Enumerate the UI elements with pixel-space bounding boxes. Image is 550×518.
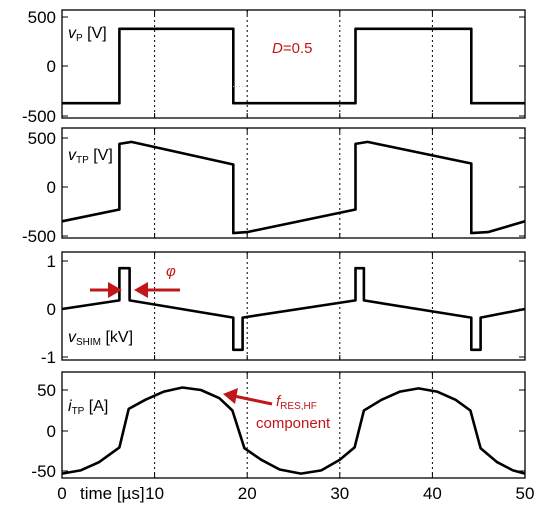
fres-arrow — [233, 394, 273, 406]
y-axis-label: iTP [A] — [68, 398, 108, 417]
fres-component-label: component — [256, 415, 331, 432]
x-axis-label: time [µs] — [80, 484, 145, 503]
phi-right-arrowhead — [134, 282, 148, 298]
y-tick-label: 0 — [47, 300, 56, 319]
y-tick-label: 0 — [47, 422, 56, 441]
fres-arrowhead — [223, 388, 238, 404]
y-tick-label: -50 — [31, 462, 56, 481]
faint-mark: ····· — [232, 81, 247, 91]
fres-annotation: fRES,HF component — [223, 388, 331, 432]
phi-label: φ — [166, 263, 176, 280]
y-axis-label: vTP [V] — [68, 147, 113, 166]
y-tick-label: 500 — [28, 129, 56, 148]
panel-2: 500 0 -500 vTP [V] — [22, 127, 526, 246]
x-tick-label: 40 — [423, 484, 442, 503]
panel-frame — [61, 127, 526, 239]
x-tick-label: 50 — [516, 484, 535, 503]
x-tick-label: 30 — [330, 484, 349, 503]
panel-1: 500 0 -500 vP [V] — [22, 8, 526, 126]
series-line-2 — [61, 140, 526, 235]
panel-3: 1 0 -1 vSHIM [kV] — [41, 251, 526, 367]
y-tick-label: 500 — [28, 8, 56, 27]
y-tick-label: 50 — [37, 381, 56, 400]
y-tick-label: 0 — [47, 57, 56, 76]
duty-cycle-annotation: D=0.5 — [272, 40, 312, 57]
panel-frame — [61, 251, 526, 361]
y-axis-label: vP [V] — [68, 25, 107, 44]
y-tick-label: 1 — [47, 252, 56, 271]
series-line-3 — [61, 266, 526, 352]
y-axis-label: vSHIM [kV] — [68, 329, 133, 348]
svg-text:D=0.5: D=0.5 — [272, 40, 312, 57]
panel-frame — [61, 9, 526, 119]
phi-left-arrowhead — [108, 282, 122, 298]
y-tick-label: 0 — [47, 178, 56, 197]
x-tick-label: 20 — [238, 484, 257, 503]
y-tick-label: -500 — [22, 227, 56, 246]
x-tick-label: 0 — [57, 484, 66, 503]
y-tick-label: -500 — [22, 107, 56, 126]
x-tick-label: 10 — [145, 484, 164, 503]
y-tick-label: -1 — [41, 348, 56, 367]
series-line-4 — [61, 386, 526, 475]
fres-label: fRES,HF — [276, 393, 317, 412]
phi-annotation: φ — [90, 263, 180, 298]
panel-frame — [61, 371, 526, 479]
series-line-1 — [62, 27, 525, 105]
